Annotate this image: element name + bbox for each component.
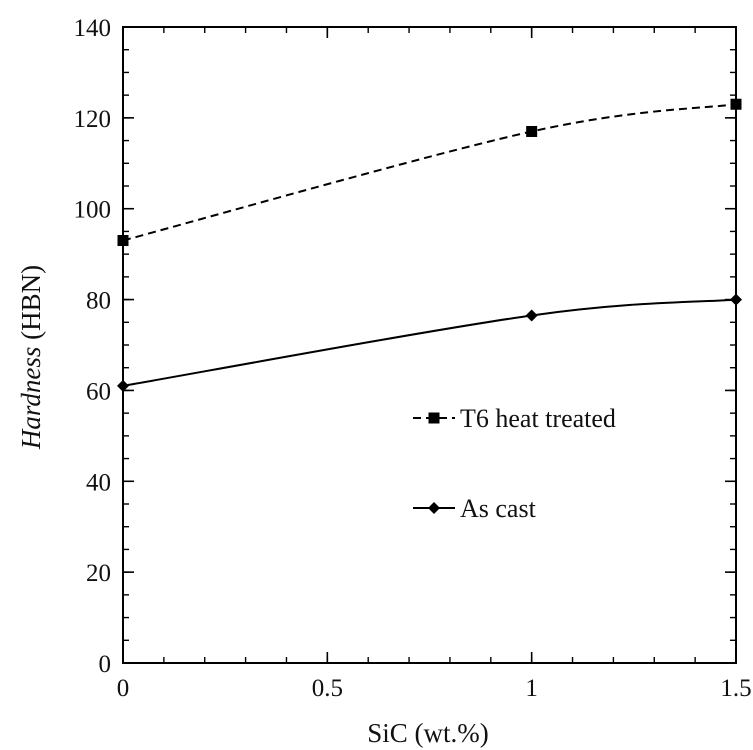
- y-tick-label: 100: [74, 197, 112, 224]
- minor-ticks: [123, 27, 736, 663]
- data-point-t6-heat-treated: [731, 99, 742, 110]
- plot-border: [123, 27, 736, 663]
- x-axis-ticks: 0 0.5 1 1.5: [117, 27, 752, 702]
- x-tick-label: 0.5: [312, 675, 343, 702]
- series-line-as-cast: [123, 300, 736, 386]
- y-axis-title-italic: Hardness: [16, 347, 46, 451]
- plot-frame: [123, 27, 736, 663]
- data-point-as-cast: [526, 309, 538, 321]
- legend-label-as-cast: As cast: [460, 494, 537, 523]
- data-point-t6-heat-treated: [526, 126, 537, 137]
- x-tick-label: 1: [525, 675, 538, 702]
- x-tick-label: 1.5: [720, 675, 751, 702]
- series-line-t6-heat-treated: [123, 104, 736, 240]
- y-axis-title-unit: (HBN): [16, 265, 46, 340]
- legend-marker-as-cast: [428, 502, 440, 514]
- y-tick-label: 80: [86, 288, 111, 315]
- legend-label-t6-heat-treated: T6 heat treated: [460, 404, 616, 433]
- y-tick-label: 120: [74, 106, 112, 133]
- y-tick-label: 140: [74, 15, 112, 42]
- x-tick-label: 0: [117, 675, 130, 702]
- y-tick-label: 40: [86, 469, 111, 496]
- data-point-t6-heat-treated: [118, 235, 129, 246]
- series-lines: [123, 104, 736, 386]
- y-tick-label: 20: [86, 560, 111, 587]
- x-axis-title: SiC (wt.%): [367, 718, 489, 748]
- y-axis-title: Hardness (HBN): [16, 265, 46, 450]
- series-markers: [117, 99, 742, 392]
- data-point-as-cast: [730, 294, 742, 306]
- y-tick-label: 60: [86, 378, 111, 405]
- y-axis-ticks: 0 20 40 60 80 100 120 140: [74, 15, 737, 678]
- legend: T6 heat treated As cast: [413, 404, 616, 523]
- y-tick-label: 0: [99, 651, 112, 678]
- legend-marker-t6-heat-treated: [429, 413, 440, 424]
